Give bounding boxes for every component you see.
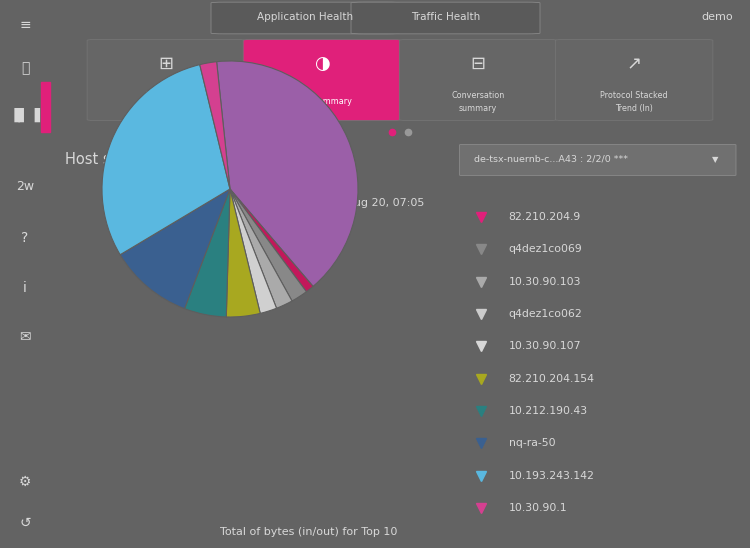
Text: Trend (In): Trend (In) [615, 104, 653, 113]
Text: 10.212.190.43: 10.212.190.43 [509, 406, 588, 416]
Text: Application Health: Application Health [257, 12, 353, 22]
Wedge shape [184, 189, 230, 317]
Wedge shape [120, 189, 230, 309]
Text: 82.210.204.154: 82.210.204.154 [509, 374, 595, 384]
Text: summary: summary [459, 104, 497, 113]
Text: 10.30.90.103: 10.30.90.103 [509, 277, 581, 287]
Wedge shape [230, 189, 313, 292]
Wedge shape [217, 61, 358, 287]
Text: over Threshold: over Threshold [136, 104, 196, 113]
Text: ≡: ≡ [20, 18, 31, 32]
Text: Traffic Health: Traffic Health [411, 12, 480, 22]
Wedge shape [226, 189, 260, 317]
Text: ✉: ✉ [20, 330, 31, 344]
Text: ↗: ↗ [626, 55, 642, 73]
FancyBboxPatch shape [460, 145, 736, 175]
Text: ◑: ◑ [314, 55, 330, 73]
Text: Protocol Stacked: Protocol Stacked [600, 92, 668, 100]
Text: ▼: ▼ [712, 155, 718, 164]
Text: ⚙: ⚙ [19, 475, 32, 489]
Text: 82.210.204.9: 82.210.204.9 [509, 212, 580, 222]
Text: Host summary: Host summary [292, 96, 352, 106]
Text: Total of bytes (in/out) for Top 10: Total of bytes (in/out) for Top 10 [220, 527, 398, 537]
Text: ▐▌▐: ▐▌▐ [9, 108, 41, 122]
Text: demo: demo [700, 12, 733, 22]
Text: 10.30.90.1: 10.30.90.1 [509, 503, 567, 513]
Text: ⊟: ⊟ [470, 55, 485, 73]
Wedge shape [200, 62, 230, 189]
Text: Host summary for Interface: Host summary for Interface [65, 152, 268, 168]
Text: ⊞: ⊞ [158, 55, 173, 73]
Text: Conversation: Conversation [452, 92, 505, 100]
Text: nq-ra-50: nq-ra-50 [509, 438, 555, 448]
Wedge shape [230, 189, 307, 301]
Text: q4dez1co062: q4dez1co062 [509, 309, 582, 319]
Text: de-tsx-nuernb-c...A43 : 2/2/0 ***: de-tsx-nuernb-c...A43 : 2/2/0 *** [473, 155, 628, 164]
Text: ↺: ↺ [20, 516, 31, 530]
Wedge shape [230, 189, 277, 313]
Text: Interfaces: Interfaces [146, 92, 186, 100]
FancyBboxPatch shape [351, 2, 540, 34]
FancyBboxPatch shape [211, 2, 400, 34]
FancyBboxPatch shape [399, 39, 556, 121]
Text: ⓘ: ⓘ [21, 61, 29, 76]
Wedge shape [230, 189, 292, 308]
Text: 10.30.90.107: 10.30.90.107 [509, 341, 581, 351]
Wedge shape [102, 65, 230, 255]
FancyBboxPatch shape [87, 39, 245, 121]
Text: 10.193.243.142: 10.193.243.142 [509, 471, 594, 481]
Text: 2w: 2w [16, 180, 34, 193]
Text: ?: ? [21, 231, 28, 246]
FancyBboxPatch shape [243, 39, 400, 121]
FancyBboxPatch shape [556, 39, 713, 121]
Text: q4dez1co069: q4dez1co069 [509, 244, 582, 254]
Bar [41, 82, 50, 132]
Text: Aug 6, 07:05 - Aug 20, 07:05: Aug 6, 07:05 - Aug 20, 07:05 [264, 198, 424, 208]
Text: i: i [23, 281, 27, 295]
